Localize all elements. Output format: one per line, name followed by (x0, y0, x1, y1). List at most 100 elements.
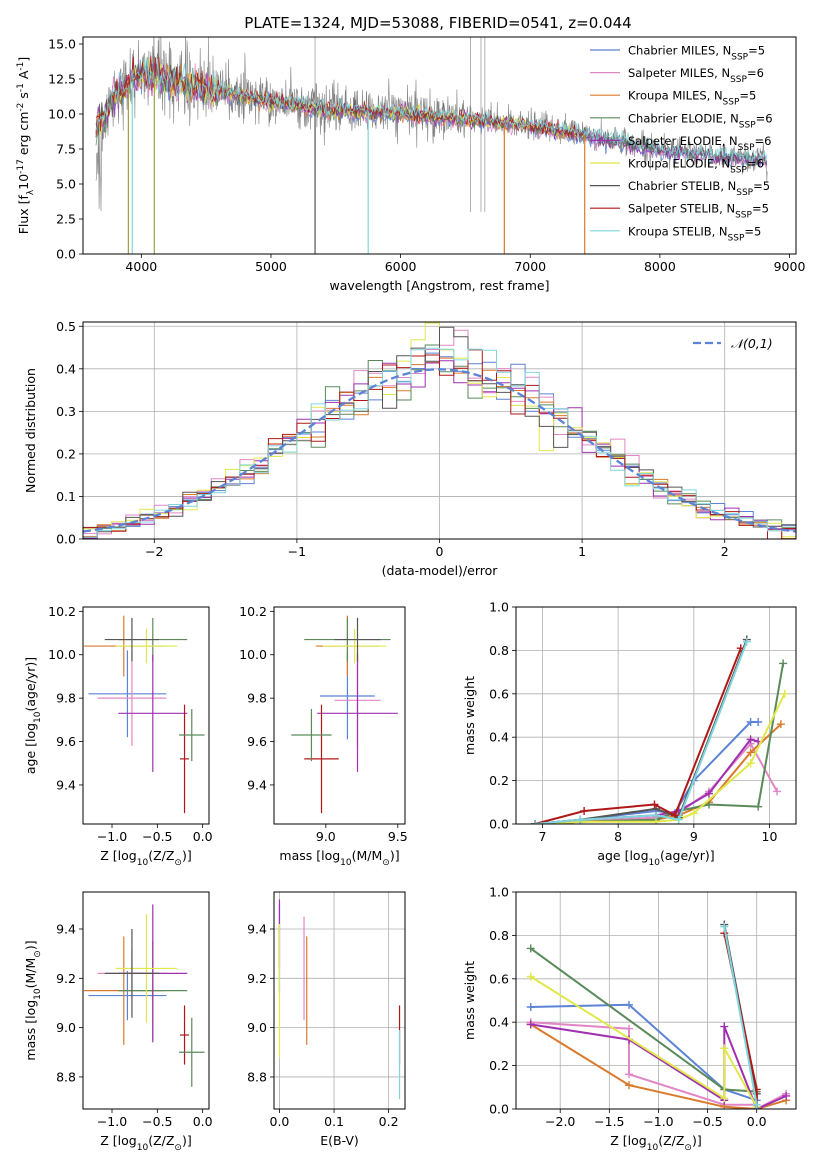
y-tick-label: 9.6 (247, 734, 267, 749)
mass-weight-marker (773, 787, 782, 796)
y-axis-label: mass [log10(M/M⊙)] (23, 940, 43, 1060)
legend-label: Salpeter MILES, NSSP=6 (628, 66, 764, 85)
x-tick-label: 0.1 (324, 1114, 344, 1129)
x-tick-label: 0.0 (747, 1114, 767, 1129)
mass-weight-marker (746, 759, 755, 768)
y-tick-label: 0.8 (489, 643, 509, 658)
y-tick-label: 9.2 (247, 971, 267, 986)
plot-area (83, 322, 796, 539)
y-tick-label: 0.5 (56, 319, 76, 334)
mass-weight-line (534, 641, 748, 824)
y-tick-label: 0.8 (489, 928, 509, 943)
x-axis-label: Z [log10(Z/Z⊙)] (100, 848, 191, 868)
mass-weight-marker (746, 748, 755, 757)
mass-weight-line (534, 663, 785, 824)
x-tick-label: −2.0 (545, 1114, 575, 1129)
axes-mw_vs_Z: −2.0 −1.5 −1.0 −0.5 0.0 0.0 0.2 0.4 0.6 0.8 1.0 Z [… (462, 885, 797, 1153)
y-tick-label: 0.4 (56, 361, 76, 376)
y-tick-label: 2.5 (56, 212, 76, 227)
axes-spectrum: 4000 5000 6000 7000 8000 9000 0.0 2.5 5.0 7.5 10.0… (16, 36, 806, 293)
x-tick-label: 2 (721, 544, 729, 559)
x-tick-label: −1 (288, 544, 306, 559)
plot-area (95, 37, 768, 254)
mass-weight-line (530, 1003, 758, 1109)
mass-weight-marker (526, 1003, 535, 1012)
mass-weight-marker (624, 1024, 633, 1033)
x-tick-label: 0.0 (270, 1114, 290, 1129)
plot-area (291, 615, 398, 814)
x-axis-label: Z [log10(Z/Z⊙)] (100, 1133, 191, 1153)
mass-weight-marker (526, 944, 535, 953)
mass-weight-marker (704, 789, 713, 798)
mass-weight-marker (580, 806, 589, 815)
plot-area (83, 904, 205, 1087)
mass-weight-marker (752, 1105, 761, 1109)
legend-label: Salpeter STELIB, NSSP=5 (628, 202, 769, 221)
mass-weight-marker (530, 820, 539, 824)
x-tick-label: −0.5 (692, 1114, 722, 1129)
mass-weight-marker (720, 922, 729, 931)
mass-weight-marker (779, 659, 788, 668)
x-tick-label: 7 (539, 829, 547, 844)
mass-weight-marker (780, 689, 789, 698)
y-tick-label: 9.4 (56, 921, 76, 936)
legend-label: Salpeter ELODIE, NSSP=6 (628, 134, 771, 153)
x-tick-label: 9000 (774, 259, 806, 274)
legend-label: Chabrier STELIB, NSSP=5 (628, 179, 770, 198)
histogram-step (83, 347, 796, 538)
x-tick-label: −1.0 (97, 829, 127, 844)
axes-mass_vs_ebv: 0.0 0.1 0.2 8.8 9.0 9.2 9.4 E(B-V) (247, 891, 406, 1148)
x-axis-label: mass [log10(M/M⊙)] (279, 848, 399, 868)
axes-frame (515, 891, 797, 1110)
y-tick-label: 0.1 (56, 489, 76, 504)
y-tick-label: 1.0 (489, 600, 509, 615)
y-tick-label: 0.4 (489, 1015, 509, 1030)
x-axis-label: Z [log10(Z/Z⊙)] (610, 1133, 701, 1153)
plot-area (83, 615, 205, 814)
x-axis-label: age [log10(age/yr)] (597, 848, 714, 868)
legend-label: Kroupa MILES, NSSP=5 (628, 89, 756, 108)
legend-label: Kroupa ELODIE, NSSP=6 (628, 157, 764, 176)
y-tick-label: 0.2 (489, 1058, 509, 1073)
plot-area (530, 635, 789, 824)
y-axis-label: age [log10(age/yr)] (23, 657, 43, 774)
gaussian-curve (83, 368, 796, 533)
axes-age_vs_mass: 9.0 9.5 9.4 9.6 9.8 10.0 10.2 mass [log10(M/M⊙)… (239, 604, 408, 868)
y-tick-label: 7.5 (56, 142, 76, 157)
mass-weight-marker (624, 1070, 633, 1079)
mass-weight-marker (776, 720, 785, 729)
y-tick-label: 0.2 (56, 446, 76, 461)
x-tick-label: −1.5 (594, 1114, 624, 1129)
x-tick-label: −1.0 (97, 1114, 127, 1129)
axes-frame (82, 606, 210, 825)
mass-weight-marker (720, 1022, 729, 1031)
x-tick-label: 8 (614, 829, 622, 844)
x-tick-label: 0.2 (379, 1114, 399, 1129)
y-tick-label: 8.8 (56, 1069, 76, 1084)
y-tick-label: 9.0 (247, 1020, 267, 1035)
y-tick-label: 9.4 (56, 777, 76, 792)
axes-frame (82, 891, 210, 1110)
y-tick-label: 9.4 (247, 921, 267, 936)
mass-weight-marker (624, 1000, 633, 1009)
x-tick-label: 8000 (644, 259, 676, 274)
y-tick-label: 0.2 (489, 773, 509, 788)
legend-label: Chabrier ELODIE, NSSP=6 (628, 111, 773, 130)
plot-area (278, 899, 401, 1100)
y-tick-label: 9.4 (247, 777, 267, 792)
mass-weight-marker (704, 800, 713, 809)
y-tick-label: 9.6 (56, 734, 76, 749)
x-tick-label: 6000 (385, 259, 417, 274)
mass-weight-marker (576, 815, 585, 824)
x-tick-label: 9 (690, 829, 698, 844)
axes-mw_vs_age: 7 8 9 10 0.0 0.2 0.4 0.6 0.8 1.0 age [log10(age/yr… (462, 600, 797, 868)
x-axis-label: E(B-V) (320, 1133, 359, 1148)
mass-weight-marker (689, 809, 698, 818)
axes-age_vs_Z: −1.0 −0.5 0.0 9.4 9.6 9.8 10.0 10.2 Z [log10(Z/Z… (23, 604, 213, 868)
legend-label: 𝒩(0,1) (731, 336, 773, 351)
x-tick-label: −0.5 (142, 1114, 172, 1129)
mass-weight-marker (782, 1091, 791, 1100)
axes-mass_vs_Z: −1.0 −0.5 0.0 8.8 9.0 9.2 9.4 Z [log10(Z/Z⊙)] ma… (23, 891, 213, 1153)
x-tick-label: 0.0 (193, 1114, 213, 1129)
